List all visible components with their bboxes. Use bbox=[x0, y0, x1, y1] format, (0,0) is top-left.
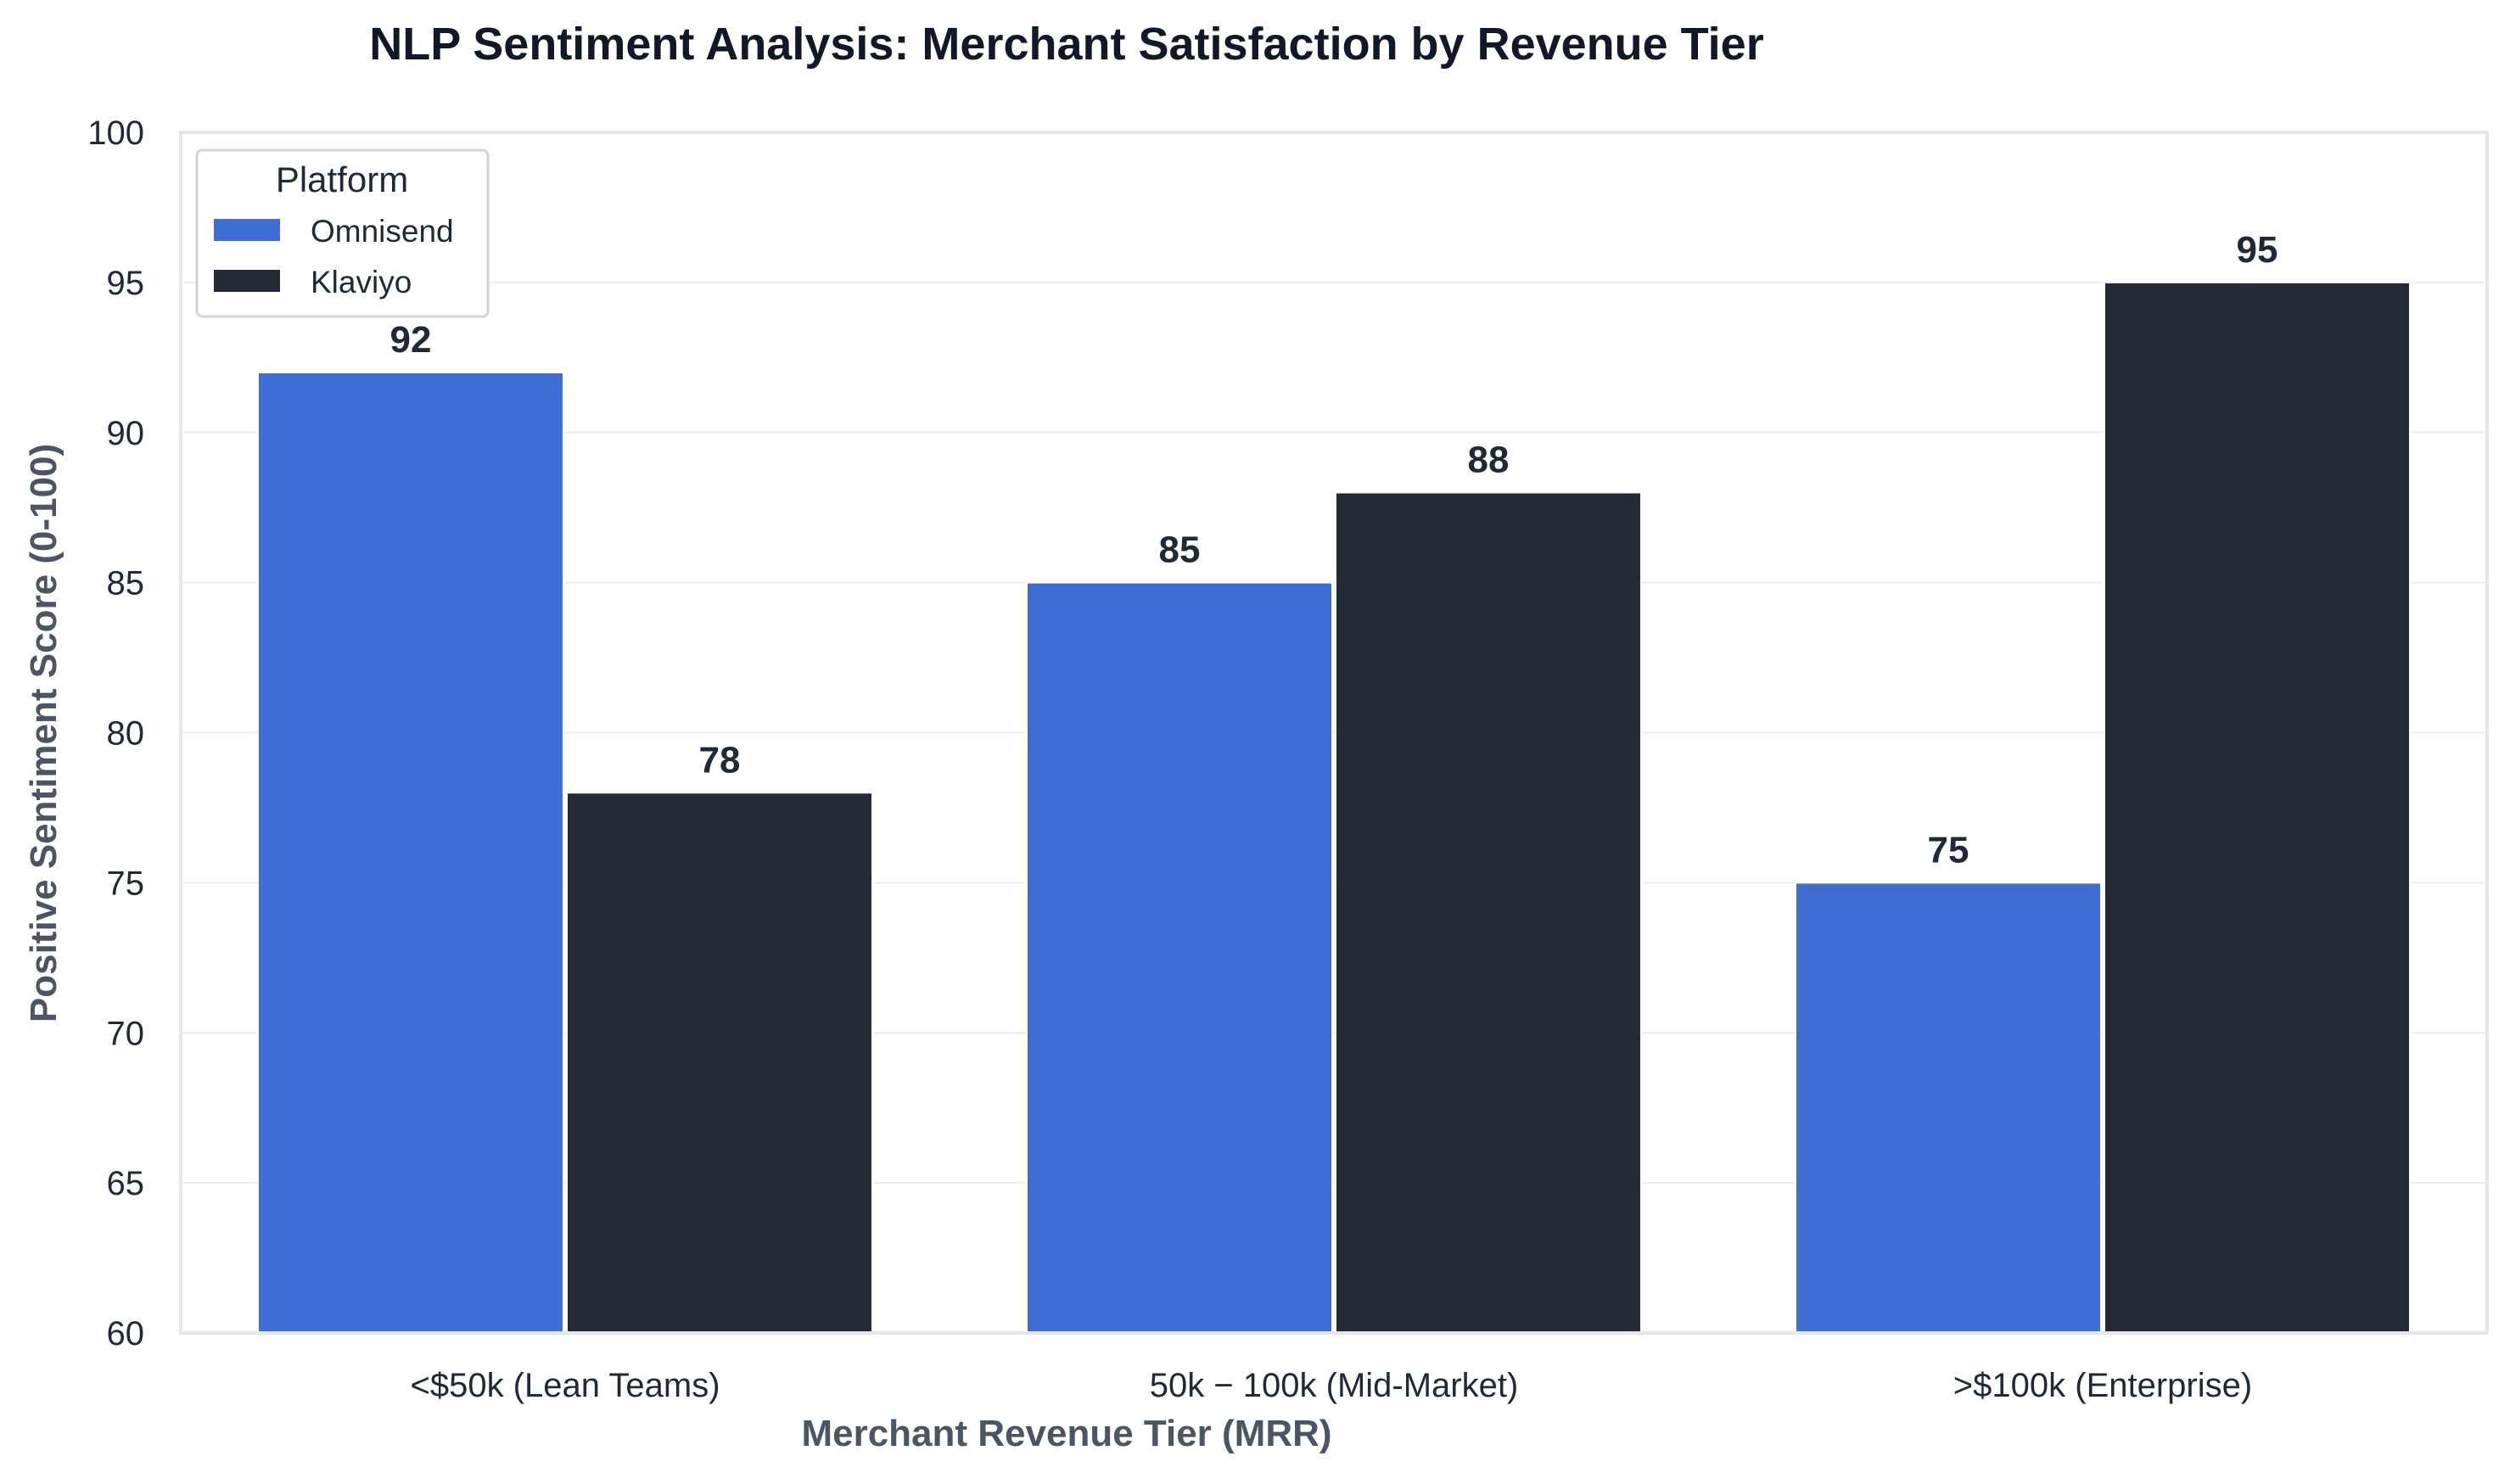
y-axis-label: Positive Sentiment Score (0-100) bbox=[23, 444, 64, 1022]
x-tick-label: 50k − 100k (Mid-Market) bbox=[1150, 1367, 1519, 1404]
y-tick-label: 90 bbox=[107, 415, 145, 452]
legend: Platform Omnisend Klaviyo bbox=[195, 148, 490, 318]
y-tick-labels: 60 65 70 75 80 85 90 95 100 bbox=[87, 115, 144, 1352]
x-tick-label: <$50k (Lean Teams) bbox=[410, 1367, 720, 1404]
legend-label-klaviyo: Klaviyo bbox=[311, 265, 412, 300]
bar-klaviyo bbox=[2104, 281, 2411, 1334]
y-tick-label: 95 bbox=[107, 265, 145, 302]
value-label-omnisend: 92 bbox=[390, 319, 432, 361]
legend-swatch-omnisend bbox=[214, 219, 280, 241]
x-tick-labels: <$50k (Lean Teams) 50k − 100k (Mid-Market… bbox=[410, 1367, 2252, 1404]
bar-klaviyo bbox=[1335, 491, 1642, 1334]
y-tick-label: 80 bbox=[107, 715, 145, 753]
y-tick-label: 75 bbox=[107, 865, 145, 902]
y-tick-label: 100 bbox=[87, 115, 144, 152]
chart-title: NLP Sentiment Analysis: Merchant Satisfa… bbox=[369, 19, 1763, 70]
bar-klaviyo bbox=[566, 792, 873, 1334]
value-label-klaviyo: 95 bbox=[2237, 229, 2278, 271]
legend-swatch-klaviyo bbox=[214, 270, 280, 292]
legend-title: Platform bbox=[276, 160, 408, 199]
value-label-omnisend: 85 bbox=[1159, 529, 1201, 571]
value-label-klaviyo: 78 bbox=[699, 739, 741, 781]
x-tick-label: >$100k (Enterprise) bbox=[1953, 1367, 2252, 1404]
y-tick-label: 60 bbox=[107, 1315, 145, 1352]
value-label-klaviyo: 88 bbox=[1468, 440, 1510, 481]
bar-omnisend bbox=[1026, 581, 1333, 1334]
legend-label-omnisend: Omnisend bbox=[311, 214, 454, 249]
plot-frame bbox=[179, 131, 2489, 1335]
value-labels: 92 78 85 88 75 95 bbox=[390, 229, 2278, 871]
y-tick-label: 65 bbox=[107, 1165, 145, 1202]
bar-omnisend bbox=[257, 372, 564, 1334]
x-axis-label: Merchant Revenue Tier (MRR) bbox=[801, 1413, 1331, 1454]
y-tick-label: 70 bbox=[107, 1015, 145, 1052]
bars bbox=[257, 281, 2411, 1334]
value-label-omnisend: 75 bbox=[1928, 829, 1969, 871]
y-tick-label: 85 bbox=[107, 565, 145, 602]
bar-omnisend bbox=[1795, 882, 2102, 1334]
